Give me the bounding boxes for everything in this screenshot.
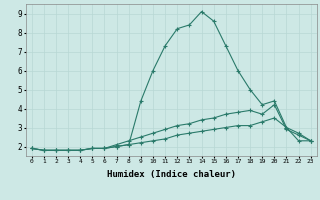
X-axis label: Humidex (Indice chaleur): Humidex (Indice chaleur) xyxy=(107,170,236,179)
